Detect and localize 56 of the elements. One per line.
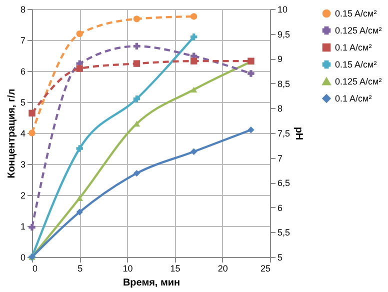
y2-axis-title: pH bbox=[293, 126, 304, 140]
point bbox=[190, 13, 198, 20]
point bbox=[190, 34, 198, 40]
point bbox=[28, 130, 36, 136]
y2-tick-label: 10 bbox=[278, 4, 288, 14]
y-tick-label: 1 bbox=[20, 222, 26, 232]
point bbox=[76, 208, 83, 216]
y2-tick-label: 6,5 bbox=[278, 178, 290, 188]
y-tick-label: 2 bbox=[20, 190, 26, 200]
y-tick-label: 7 bbox=[20, 36, 26, 46]
legend-label: 0.125 A/см² bbox=[335, 26, 382, 36]
point bbox=[133, 120, 140, 127]
point bbox=[76, 30, 83, 38]
legend-label: 0.15 A/см² bbox=[335, 60, 377, 70]
legend-label: 0.15 A/см² bbox=[335, 8, 377, 18]
x-tick-label: 10 bbox=[122, 264, 133, 274]
point bbox=[133, 60, 140, 67]
point bbox=[28, 224, 36, 231]
point bbox=[133, 42, 140, 50]
point bbox=[133, 16, 140, 22]
y-tick-label: 6 bbox=[20, 66, 26, 76]
x-tick-label: 0 bbox=[32, 264, 38, 274]
y-tick-label: 8 bbox=[20, 4, 26, 14]
y2-tick-label: 6 bbox=[278, 202, 283, 213]
x-tick-label: 20 bbox=[218, 264, 228, 274]
y-tick-label: 4 bbox=[20, 128, 26, 138]
point bbox=[76, 195, 83, 202]
point bbox=[190, 58, 198, 64]
y2-tick-label: 8,5 bbox=[278, 78, 290, 89]
y2-tick-label: 7,5 bbox=[278, 128, 290, 138]
x-axis-title: Время, мин bbox=[122, 278, 180, 288]
x-tick-label: 5 bbox=[78, 264, 83, 274]
point bbox=[133, 170, 140, 177]
point bbox=[190, 148, 198, 155]
legend-label: 0.125 A/см² bbox=[335, 76, 382, 86]
legend-label: 0.1 A/см² bbox=[335, 42, 372, 52]
y2-tick-label: 5 bbox=[278, 252, 283, 262]
y-tick-label: 5 bbox=[20, 98, 26, 108]
point bbox=[76, 65, 83, 72]
y-tick-label: 3 bbox=[20, 160, 26, 170]
point bbox=[28, 110, 36, 117]
y2-tick-label: 7 bbox=[278, 153, 283, 164]
y-axis-title: Концентрация, г/л bbox=[6, 88, 18, 178]
y2-tick-label: 9,5 bbox=[278, 29, 290, 40]
point bbox=[248, 70, 254, 77]
y2-tick-label: 9 bbox=[278, 54, 283, 64]
point bbox=[133, 96, 140, 102]
y2-tick-label: 8 bbox=[278, 104, 283, 114]
y-tick-label: 0 bbox=[20, 252, 26, 262]
x-tick-label: 25 bbox=[260, 264, 270, 274]
point bbox=[248, 126, 254, 134]
point bbox=[76, 145, 83, 152]
x-tick-label: 15 bbox=[170, 264, 180, 274]
legend-label: 0.1 A/см² bbox=[335, 94, 372, 104]
point bbox=[190, 86, 198, 93]
y2-tick-label: 5,5 bbox=[278, 228, 290, 238]
